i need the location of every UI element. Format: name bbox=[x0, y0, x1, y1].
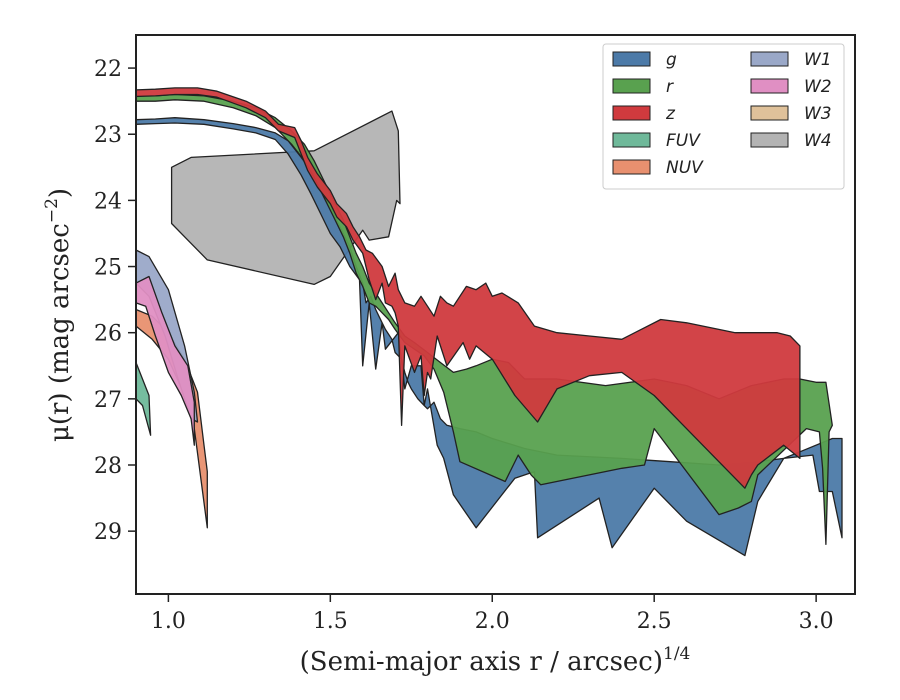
y-tick-label: 27 bbox=[94, 388, 122, 413]
legend-label-w4: W4 bbox=[804, 131, 832, 151]
legend-swatch-w4 bbox=[750, 132, 789, 148]
legend-swatch-z bbox=[612, 105, 651, 121]
y-tick-label: 25 bbox=[94, 256, 122, 281]
legend: grz FUV NUV W1 W2 W3 W4 bbox=[602, 43, 845, 190]
x-tick-label: 2.0 bbox=[475, 609, 510, 634]
legend-swatch-w1 bbox=[750, 51, 789, 67]
x-tick-label: 1.0 bbox=[151, 609, 186, 634]
legend-label-r: r bbox=[666, 77, 674, 97]
y-tick-label: 22 bbox=[94, 57, 122, 82]
area-fuv bbox=[135, 361, 152, 436]
x-tick-label: 1.5 bbox=[313, 609, 348, 634]
y-axis-label: μ(r) (mag arcsec−2) bbox=[42, 188, 75, 442]
y-axis: 22 23 24 25 26 27 28 29 bbox=[94, 57, 136, 545]
legend-label-z: z bbox=[665, 104, 676, 124]
plot-frame bbox=[135, 34, 856, 595]
legend-label-w3: W3 bbox=[804, 104, 832, 124]
y-tick-label: 24 bbox=[94, 189, 122, 214]
legend-swatch-g bbox=[612, 51, 651, 67]
legend-label-g: g bbox=[666, 50, 677, 70]
legend-swatch-r bbox=[612, 78, 651, 94]
x-axis-label: (Semi-major axis r / arcsec)1/4 bbox=[300, 644, 691, 677]
legend-label-w2: W2 bbox=[804, 77, 832, 97]
y-tick-label: 28 bbox=[94, 454, 122, 479]
area-w2 bbox=[135, 275, 195, 446]
x-tick-label: 2.5 bbox=[637, 609, 672, 634]
legend-label-nuv: NUV bbox=[666, 158, 704, 178]
y-tick-label: 29 bbox=[94, 520, 122, 545]
y-tick-label: 26 bbox=[94, 322, 122, 347]
plot-areas bbox=[135, 87, 843, 557]
legend-swatch-w3 bbox=[750, 105, 789, 121]
legend-swatch-fuv bbox=[612, 132, 651, 148]
legend-swatch-w2 bbox=[750, 78, 789, 94]
x-axis: 1.0 1.5 2.0 2.5 3.0 bbox=[151, 594, 834, 634]
y-tick-label: 23 bbox=[94, 123, 122, 148]
legend-label-fuv: FUV bbox=[666, 131, 701, 151]
legend-swatch-nuv bbox=[612, 159, 651, 175]
x-tick-label: 3.0 bbox=[799, 609, 834, 634]
area-z bbox=[135, 87, 801, 489]
area-r bbox=[135, 93, 833, 546]
legend-label-w1: W1 bbox=[804, 50, 832, 70]
